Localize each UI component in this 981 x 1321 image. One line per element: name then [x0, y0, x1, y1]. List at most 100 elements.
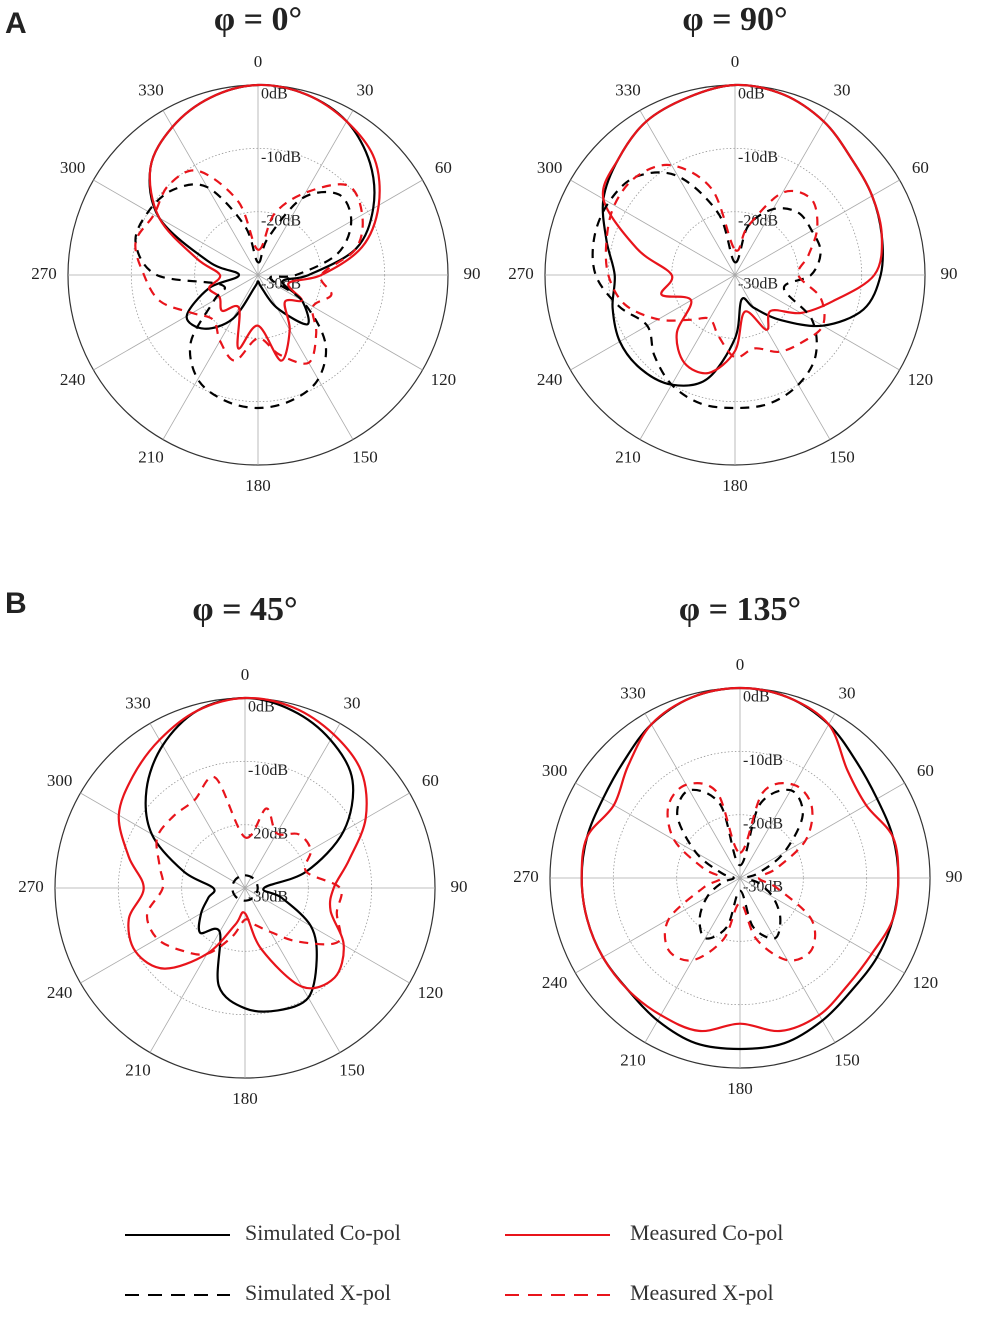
angle-label: 270	[513, 867, 539, 886]
angle-label: 210	[125, 1061, 151, 1080]
spoke	[162, 110, 259, 276]
angle-label: 330	[138, 80, 164, 99]
spoke	[570, 179, 736, 276]
legend-label: Measured X-pol	[630, 1280, 774, 1305]
angle-label: 210	[620, 1051, 646, 1070]
angle-label: 240	[537, 370, 563, 389]
r-tick-label: -30dB	[738, 276, 778, 293]
spoke	[80, 887, 246, 984]
angle-label: 270	[31, 264, 57, 283]
pattern-line	[676, 788, 804, 940]
angle-label: 180	[727, 1079, 753, 1098]
chart-title: φ = 90°	[682, 1, 787, 38]
angle-label: 210	[138, 448, 164, 467]
pattern-line	[604, 163, 826, 359]
spoke	[575, 877, 741, 974]
r-tick-label: -10dB	[248, 762, 288, 779]
angle-label: 120	[913, 973, 939, 992]
spoke	[93, 274, 259, 371]
angle-label: 180	[722, 476, 748, 495]
panel-label: A	[5, 7, 27, 40]
angle-label: 330	[620, 683, 646, 702]
pattern-line	[144, 696, 355, 1013]
r-tick-label: -10dB	[261, 149, 301, 166]
angle-label: 330	[615, 80, 641, 99]
legend-label: Simulated X-pol	[245, 1280, 391, 1305]
pattern-line	[145, 775, 343, 956]
angle-label: 0	[731, 52, 740, 71]
pattern-line	[591, 171, 822, 410]
angle-label: 90	[946, 867, 963, 886]
angle-label: 30	[344, 693, 361, 712]
spoke	[739, 877, 905, 974]
spoke	[244, 723, 341, 889]
pattern-line	[231, 874, 259, 902]
angle-label: 30	[834, 80, 851, 99]
spoke	[149, 723, 246, 889]
angle-label: 90	[464, 264, 481, 283]
r-tick-label: 0dB	[248, 699, 275, 716]
angle-label: 300	[537, 158, 563, 177]
r-tick-label: 0dB	[261, 86, 288, 103]
spoke	[644, 713, 741, 879]
pattern-line	[117, 696, 368, 990]
spoke	[162, 274, 259, 440]
spoke	[149, 887, 246, 1053]
angle-label: 30	[357, 80, 374, 99]
r-tick-label: -30dB	[743, 879, 783, 896]
spoke	[244, 887, 410, 984]
r-tick-label: -20dB	[738, 212, 778, 229]
angle-label: 120	[908, 370, 934, 389]
angle-label: 330	[125, 693, 151, 712]
angle-label: 300	[542, 761, 568, 780]
r-tick-label: -10dB	[743, 752, 783, 769]
spoke	[575, 782, 741, 879]
spoke	[644, 877, 741, 1043]
angle-label: 240	[542, 973, 568, 992]
spoke	[244, 887, 341, 1053]
spoke	[734, 110, 831, 276]
pattern-line	[580, 686, 900, 1051]
angle-label: 120	[418, 983, 444, 1002]
chart-title: φ = 0°	[214, 1, 302, 38]
spoke	[570, 274, 736, 371]
angle-label: 60	[422, 771, 439, 790]
spoke	[739, 877, 836, 1043]
angle-label: 60	[912, 158, 929, 177]
angle-label: 0	[736, 655, 745, 674]
legend-label: Simulated Co-pol	[245, 1220, 401, 1245]
angle-label: 210	[615, 448, 641, 467]
angle-label: 150	[352, 448, 378, 467]
angle-label: 150	[834, 1051, 860, 1070]
pattern-line	[580, 686, 900, 1033]
spoke	[93, 179, 259, 276]
spoke	[257, 274, 423, 371]
pattern-line	[663, 782, 817, 962]
angle-label: 0	[241, 665, 250, 684]
angle-label: 30	[839, 683, 856, 702]
r-tick-label: 0dB	[738, 86, 765, 103]
spoke	[257, 274, 354, 440]
r-tick-label: 0dB	[743, 689, 770, 706]
spoke	[80, 792, 246, 889]
angle-label: 90	[451, 877, 468, 896]
r-tick-label: -10dB	[738, 149, 778, 166]
pattern-line	[134, 183, 353, 410]
spoke	[639, 110, 736, 276]
r-tick-label: -20dB	[248, 825, 288, 842]
angle-label: 150	[829, 448, 855, 467]
angle-label: 120	[431, 370, 457, 389]
r-tick-label: -20dB	[743, 815, 783, 832]
angle-label: 180	[245, 476, 271, 495]
spoke	[244, 792, 410, 889]
panel-label: B	[5, 587, 27, 620]
r-tick-label: -30dB	[248, 889, 288, 906]
spoke	[739, 713, 836, 879]
angle-label: 270	[508, 264, 534, 283]
legend-label: Measured Co-pol	[630, 1220, 783, 1245]
chart-title: φ = 45°	[192, 591, 297, 628]
pattern-line	[148, 83, 381, 362]
angle-label: 60	[435, 158, 452, 177]
angle-label: 300	[47, 771, 73, 790]
